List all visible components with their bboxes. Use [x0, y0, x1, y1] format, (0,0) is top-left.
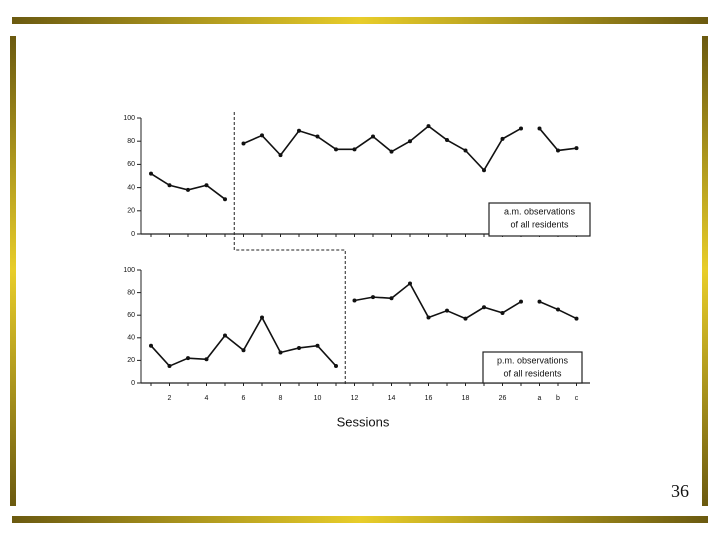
left-bar: [10, 36, 16, 506]
data-point: [315, 343, 320, 348]
data-point: [445, 138, 449, 143]
slide-number: 36: [671, 481, 689, 501]
annotation-text: of all residents: [510, 219, 569, 229]
data-point: [204, 183, 209, 188]
data-point: [204, 357, 209, 362]
y-tick-label: 40: [127, 184, 135, 191]
x-tick-label: 2: [168, 395, 172, 402]
right-bar: [702, 36, 708, 506]
data-line: [538, 127, 577, 152]
data-point: [223, 333, 227, 338]
data-point: [426, 124, 431, 129]
data-point: [186, 356, 190, 361]
annotation-text: a.m. observations: [504, 206, 576, 216]
data-line: [243, 125, 522, 172]
y-tick-label: 60: [127, 312, 135, 319]
y-tick-label: 60: [127, 161, 135, 168]
x-tick-label: 6: [242, 395, 246, 402]
annotation-text: of all residents: [503, 368, 562, 378]
phase-change-line: [233, 112, 346, 386]
data-point: [352, 298, 357, 303]
y-tick-label: 40: [127, 335, 135, 342]
data-point: [371, 134, 375, 139]
data-line: [354, 282, 522, 320]
data-line: [150, 315, 337, 368]
data-point: [167, 183, 172, 188]
data-point: [389, 296, 394, 301]
x-tick-label: 14: [388, 395, 396, 402]
data-point: [482, 168, 486, 173]
data-point: [186, 187, 190, 192]
data-point: [463, 148, 468, 153]
data-point: [556, 307, 560, 312]
y-tick-label: 0: [131, 380, 135, 387]
y-tick-label: 100: [123, 115, 135, 122]
x-tick-label: 16: [425, 395, 433, 402]
data-point: [260, 315, 264, 320]
x-tick-label: 12: [351, 395, 359, 402]
x-tick-label: 26: [499, 395, 507, 402]
data-point: [574, 146, 579, 151]
data-point: [537, 126, 542, 131]
data-point: [463, 316, 468, 321]
x-axis-label: Sessions: [337, 414, 390, 429]
data-point: [482, 305, 486, 310]
data-point: [278, 350, 283, 355]
data-point: [223, 197, 227, 202]
data-point: [352, 147, 357, 152]
data-point: [408, 139, 412, 144]
x-tick-label: a: [538, 395, 542, 402]
x-tick-label: 8: [279, 395, 283, 402]
data-point: [297, 128, 301, 133]
x-tick-label: 4: [205, 395, 209, 402]
y-tick-label: 80: [127, 138, 135, 145]
data-point: [241, 348, 246, 353]
data-point: [260, 133, 264, 138]
data-point: [167, 364, 172, 369]
data-point: [334, 147, 338, 152]
data-point: [408, 281, 412, 286]
x-tick-label: c: [575, 395, 579, 402]
data-point: [537, 299, 542, 304]
y-tick-label: 100: [123, 267, 135, 274]
x-tick-label: 18: [462, 395, 470, 402]
data-point: [389, 149, 394, 154]
data-point: [574, 316, 579, 321]
data-point: [445, 308, 449, 313]
data-point: [297, 345, 301, 350]
data-point: [519, 299, 523, 304]
annotation-text: p.m. observations: [497, 355, 569, 365]
bottom-bar: [12, 516, 708, 523]
y-tick-label: 0: [131, 231, 135, 238]
data-point: [519, 126, 523, 131]
data-point: [149, 343, 153, 348]
top-bar: [12, 17, 708, 24]
data-point: [371, 295, 375, 300]
x-tick-label: b: [556, 395, 560, 402]
data-point: [241, 141, 246, 146]
data-point: [334, 364, 338, 369]
y-tick-label: 20: [127, 357, 135, 364]
data-line: [150, 173, 226, 200]
y-tick-label: 20: [127, 208, 135, 215]
x-tick-label: 10: [314, 395, 322, 402]
data-point: [500, 310, 505, 315]
data-point: [556, 148, 560, 153]
data-point: [426, 315, 431, 320]
data-point: [149, 171, 153, 176]
annotation-box: [488, 202, 591, 237]
y-tick-label: 80: [127, 289, 135, 296]
data-point: [278, 153, 283, 158]
data-point: [500, 136, 505, 141]
data-point: [315, 134, 320, 139]
annotation-box: [482, 351, 583, 384]
